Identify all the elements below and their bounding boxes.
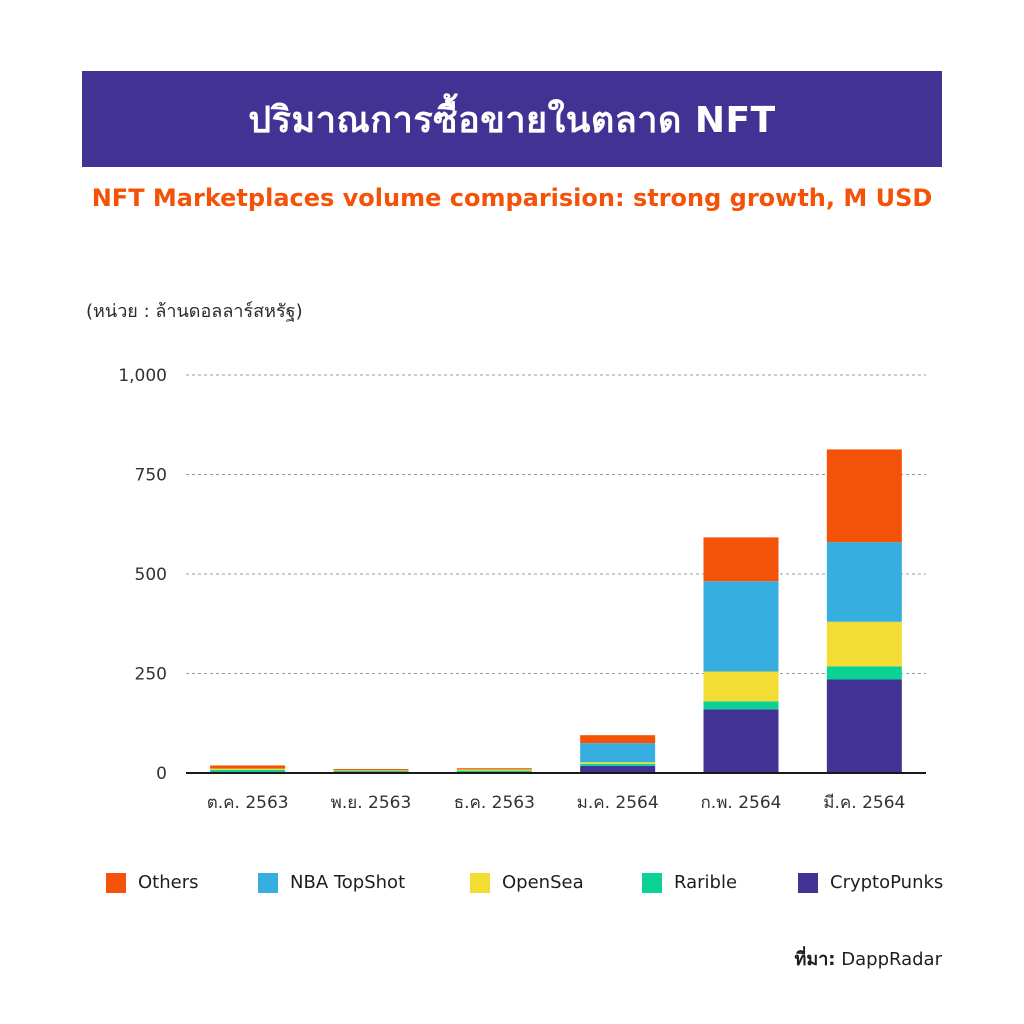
bar-segment-nba-topshot: [580, 743, 656, 763]
bar-segment-rarible: [703, 701, 779, 710]
bar-segment-others: [456, 768, 532, 770]
bar-segment-opensea: [703, 671, 779, 702]
x-tick-label: มี.ค. 2564: [823, 793, 905, 813]
legend-item-rarible: Rarible: [642, 872, 737, 893]
legend-item-others: Others: [106, 872, 199, 893]
bar-segment-opensea: [826, 621, 902, 667]
bar-segment-cryptopunks: [826, 679, 902, 773]
legend-item-nba-topshot: NBA TopShot: [258, 872, 405, 893]
legend-swatch-nba-topshot: [258, 872, 278, 893]
y-tick-label: 0: [156, 764, 167, 784]
y-tick-label: 750: [135, 466, 167, 486]
x-tick-label: ก.พ. 2564: [701, 793, 782, 813]
bar-segment-rarible: [580, 763, 656, 766]
legend-swatch-opensea: [470, 872, 490, 893]
legend-label-cryptopunks: CryptoPunks: [830, 872, 944, 893]
source-value: DappRadar: [841, 949, 942, 970]
unit-label: (หน่วย : ล้านดอลลาร์สหรัฐ): [86, 301, 303, 322]
x-axis-ticks: ต.ค. 2563 พ.ย. 2563 ธ.ค. 2563 ม.ค. 2564 ก.พ.…: [207, 793, 906, 813]
y-tick-label: 250: [135, 665, 167, 685]
bar-segment-opensea: [333, 770, 409, 772]
legend-swatch-others: [106, 872, 126, 893]
legend-label-rarible: Rarible: [674, 872, 738, 893]
x-tick-label: พ.ย. 2563: [331, 793, 412, 813]
chart-subtitle: NFT Marketplaces volume comparision: str…: [91, 184, 933, 212]
bar-segment-opensea: [210, 768, 286, 770]
y-tick-label: 1,000: [118, 366, 167, 386]
x-tick-label: ม.ค. 2564: [577, 793, 659, 813]
legend-swatch-cryptopunks: [798, 872, 818, 893]
bar-segment-nba-topshot: [703, 581, 779, 672]
bar-segment-opensea: [456, 769, 532, 771]
x-tick-label: ต.ค. 2563: [207, 793, 289, 813]
legend-item-cryptopunks: CryptoPunks: [798, 872, 943, 893]
bar-segment-others: [703, 537, 779, 582]
bar-segment-rarible: [333, 771, 409, 773]
bar-segment-opensea: [580, 762, 656, 764]
y-axis-ticks: 0 250 500 750 1,000: [118, 366, 167, 784]
bar-segment-others: [210, 765, 286, 769]
chart-title: ปริมาณการซื้อขายในตลาด NFT: [248, 99, 776, 141]
bar-segment-nba-topshot: [826, 542, 902, 622]
legend-label-others: Others: [138, 872, 199, 893]
legend-label-nba-topshot: NBA TopShot: [290, 872, 406, 893]
source-note: ที่มา: DappRadar: [794, 944, 942, 973]
bar-segment-others: [826, 449, 902, 543]
legend: Others NBA TopShot OpenSea Rarible Crypt…: [106, 872, 966, 900]
bar-segment-rarible: [826, 666, 902, 680]
bar-segment-rarible: [456, 770, 532, 773]
bar-segment-others: [580, 735, 656, 744]
bar-segment-cryptopunks: [703, 709, 779, 773]
legend-label-opensea: OpenSea: [502, 872, 584, 893]
legend-item-opensea: OpenSea: [470, 872, 584, 893]
bar-segment-cryptopunks: [580, 765, 656, 773]
source-label: ที่มา:: [794, 949, 836, 970]
bars: [210, 449, 902, 773]
bar-segment-others: [333, 769, 409, 771]
title-banner: ปริมาณการซื้อขายในตลาด NFT: [82, 71, 942, 167]
x-tick-label: ธ.ค. 2563: [454, 793, 535, 813]
bar-segment-rarible: [210, 769, 286, 773]
grid-lines: [186, 374, 926, 674]
legend-swatch-rarible: [642, 872, 662, 893]
y-tick-label: 500: [135, 565, 167, 585]
